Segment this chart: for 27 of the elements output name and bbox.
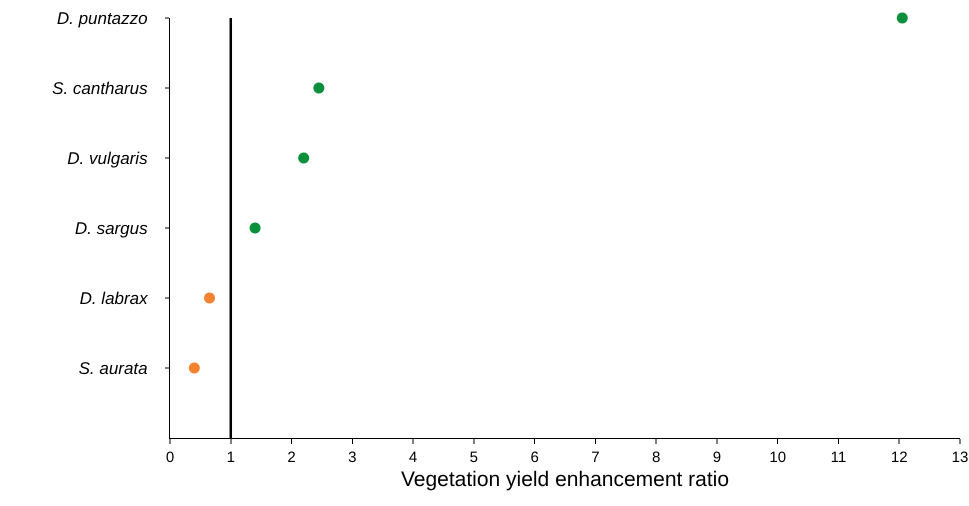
point [896,12,908,24]
point [298,152,310,164]
point [313,82,324,94]
x-tick-label: 3 [348,449,356,466]
x-tick-label: 1 [226,449,235,466]
point [204,292,215,304]
x-tick-label: 2 [287,449,296,466]
point [250,222,261,234]
point [188,362,200,374]
x-tick-label: 5 [470,449,478,466]
x-axis-title: Vegetation yield enhancement ratio [400,468,730,492]
x-tick-label: 7 [591,449,600,466]
x-tick-label: 6 [530,449,539,466]
x-tick-label: 10 [769,449,786,466]
y-tick-label: D. sargus [74,218,148,238]
x-tick-label: 8 [652,449,660,466]
y-tick-label: D. vulgaris [67,148,148,168]
y-tick-label: D. labrax [80,288,148,308]
y-tick-label: S. aurata [78,358,148,378]
y-tick-label: S. cantharus [52,78,148,98]
x-tick-label: 0 [166,449,174,466]
x-tick-label: 13 [952,449,968,466]
x-tick-label: 11 [830,449,846,466]
x-tick-label: 9 [712,449,722,466]
x-tick-label: 4 [408,449,418,466]
x-tick-label: 12 [890,449,908,466]
y-tick-label: D. puntazzo [56,8,148,28]
